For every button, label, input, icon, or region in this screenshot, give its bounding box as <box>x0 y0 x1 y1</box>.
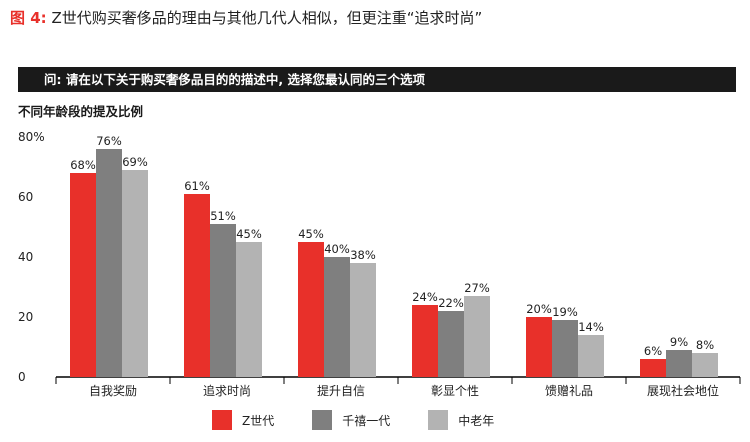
bar <box>298 242 324 377</box>
x-tick-label: 自我奖励 <box>89 384 137 398</box>
x-tick-label: 展现社会地位 <box>647 383 719 398</box>
legend-label-gen-z: Z世代 <box>242 413 275 428</box>
legend-item-millennials: 千禧一代 <box>312 410 390 430</box>
legend-swatch-older <box>428 410 449 430</box>
data-label: 24% <box>412 290 438 304</box>
data-label: 40% <box>324 242 350 256</box>
data-label: 76% <box>96 134 122 148</box>
bar <box>438 311 464 377</box>
data-label: 45% <box>298 227 324 241</box>
figure-number: 图 4: <box>10 9 47 27</box>
question-banner: 问: 请在以下关于购买奢侈品目的的描述中, 选择您最认同的三个选项 <box>18 67 736 92</box>
data-label: 61% <box>184 179 210 193</box>
bar <box>210 224 236 377</box>
legend-swatch-gen-z <box>212 410 232 430</box>
data-label: 6% <box>644 344 662 358</box>
data-label: 69% <box>122 155 148 169</box>
bar <box>578 335 604 377</box>
y-tick-label: 0 <box>18 370 26 384</box>
data-label: 45% <box>236 227 262 241</box>
bar <box>236 242 262 377</box>
legend-swatch-millennials <box>312 410 333 430</box>
y-tick-label: 60 <box>18 190 33 204</box>
chart-legend: Z世代 千禧一代 中老年 <box>212 409 532 431</box>
x-tick-label: 馈赠礼品 <box>545 383 593 398</box>
data-label: 51% <box>210 209 236 223</box>
bar <box>526 317 552 377</box>
x-tick-label: 提升自信 <box>317 383 365 398</box>
bar <box>184 194 210 377</box>
y-tick-label: 40 <box>18 250 33 264</box>
data-label: 27% <box>464 281 490 295</box>
bar <box>552 320 578 377</box>
data-label: 19% <box>552 305 578 319</box>
figure-title-text: Z世代购买奢侈品的理由与其他几代人相似，但更注重“追求时尚” <box>51 9 483 27</box>
data-label: 68% <box>70 158 96 172</box>
bar <box>70 173 96 377</box>
bar <box>324 257 350 377</box>
data-label: 14% <box>578 320 604 334</box>
bar <box>412 305 438 377</box>
legend-label-millennials: 千禧一代 <box>342 413 391 428</box>
legend-item-older: 中老年 <box>428 410 494 430</box>
bar <box>464 296 490 377</box>
y-tick-label: 80% <box>18 130 45 144</box>
bar <box>350 263 376 377</box>
legend-item-gen-z: Z世代 <box>212 410 274 430</box>
legend-label-older: 中老年 <box>458 413 495 428</box>
data-label: 9% <box>670 335 688 349</box>
bar <box>666 350 692 377</box>
y-tick-label: 20 <box>18 310 33 324</box>
chart-subtitle: 不同年龄段的提及比例 <box>18 104 144 119</box>
x-tick-label: 彰显个性 <box>431 383 479 398</box>
figure-title: 图 4: Z世代购买奢侈品的理由与其他几代人相似，但更注重“追求时尚” <box>10 7 482 28</box>
data-label: 20% <box>526 302 552 316</box>
data-label: 38% <box>350 248 376 262</box>
bar <box>640 359 666 377</box>
data-label: 22% <box>438 296 464 310</box>
bar <box>692 353 718 377</box>
data-label: 8% <box>696 338 714 352</box>
bar <box>122 170 148 377</box>
x-tick-label: 追求时尚 <box>203 383 251 398</box>
bar <box>96 149 122 377</box>
